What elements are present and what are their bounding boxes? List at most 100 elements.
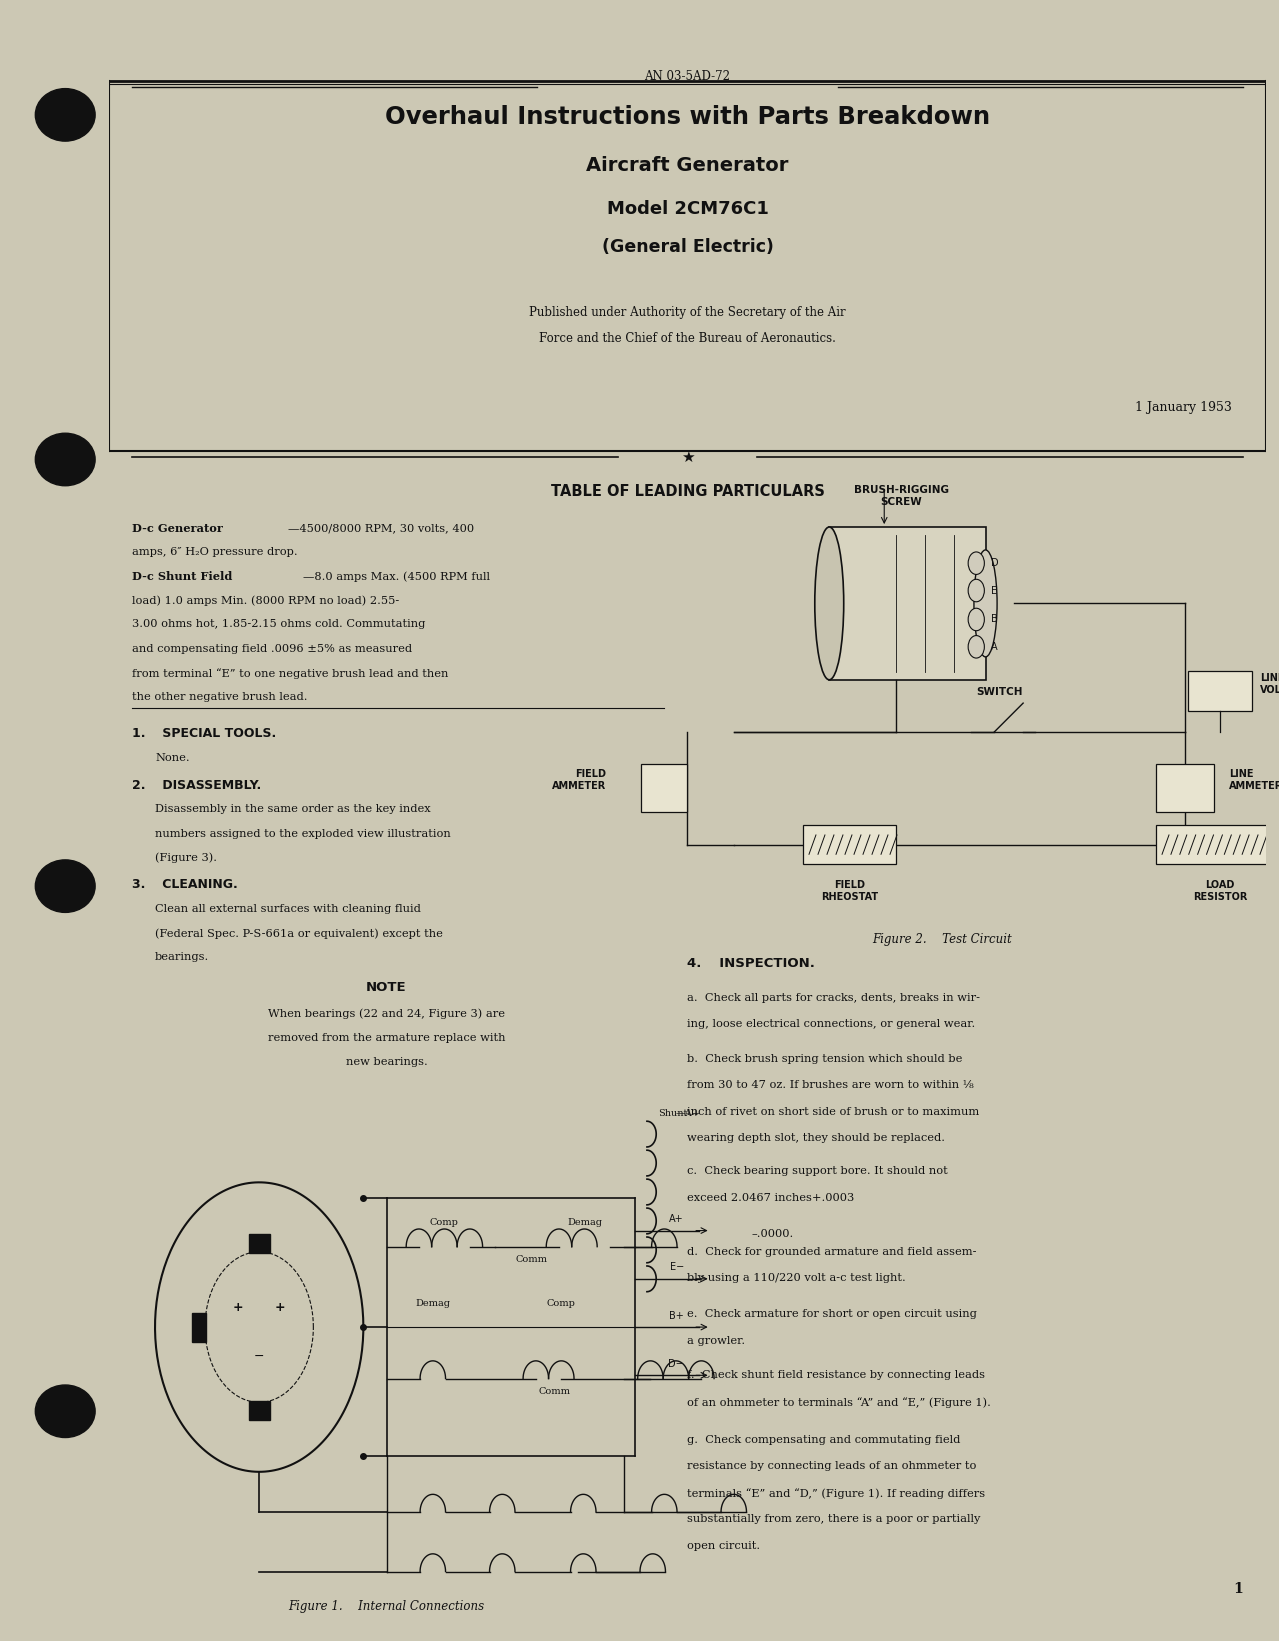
Text: from 30 to 47 oz. If brushes are worn to within ⅛: from 30 to 47 oz. If brushes are worn to… — [688, 1080, 975, 1090]
Text: from terminal “E” to one negative brush lead and then: from terminal “E” to one negative brush … — [132, 668, 448, 678]
Bar — [1187, 671, 1252, 711]
Text: c.  Check bearing support bore. It should not: c. Check bearing support bore. It should… — [688, 1167, 948, 1177]
Text: LOAD
RESISTOR: LOAD RESISTOR — [1193, 880, 1247, 901]
Bar — [641, 765, 688, 812]
Circle shape — [968, 579, 985, 602]
Text: FIELD
RHEOSTAT: FIELD RHEOSTAT — [821, 880, 879, 901]
Text: Published under Authority of the Secretary of the Air: Published under Authority of the Secreta… — [530, 305, 845, 318]
Text: –.0000.: –.0000. — [751, 1229, 793, 1239]
Text: D−: D− — [668, 1359, 684, 1369]
Text: —4500/8000 RPM, 30 volts, 400: —4500/8000 RPM, 30 volts, 400 — [288, 523, 475, 533]
Text: wearing depth slot, they should be replaced.: wearing depth slot, they should be repla… — [688, 1134, 945, 1144]
Text: 3.  CLEANING.: 3. CLEANING. — [132, 878, 238, 891]
FancyBboxPatch shape — [249, 1401, 270, 1419]
Text: Shunt: Shunt — [659, 1109, 688, 1118]
Text: Comm: Comm — [515, 1255, 547, 1264]
Text: Force and the Chief of the Bureau of Aeronautics.: Force and the Chief of the Bureau of Aer… — [538, 331, 836, 345]
Text: BRUSH-RIGGING
SCREW: BRUSH-RIGGING SCREW — [854, 484, 949, 507]
Text: open circuit.: open circuit. — [688, 1541, 761, 1551]
Text: A+: A+ — [669, 1214, 684, 1224]
Ellipse shape — [36, 433, 95, 486]
Text: 3.00 ohms hot, 1.85-2.15 ohms cold. Commutating: 3.00 ohms hot, 1.85-2.15 ohms cold. Comm… — [132, 620, 425, 630]
Text: (Figure 3).: (Figure 3). — [155, 853, 217, 863]
Text: ★: ★ — [680, 450, 694, 464]
Text: resistance by connecting leads of an ohmmeter to: resistance by connecting leads of an ohm… — [688, 1462, 977, 1472]
Text: Comm: Comm — [538, 1387, 570, 1395]
Bar — [1156, 765, 1214, 812]
Bar — [1156, 825, 1279, 863]
Text: AN 03-5AD-72: AN 03-5AD-72 — [645, 71, 730, 84]
Text: Figure 2.  Test Circuit: Figure 2. Test Circuit — [872, 934, 1012, 947]
Text: D-c Generator: D-c Generator — [132, 523, 223, 533]
Text: a.  Check all parts for cracks, dents, breaks in wir-: a. Check all parts for cracks, dents, br… — [688, 993, 981, 1003]
Ellipse shape — [815, 527, 844, 679]
Text: substantially from zero, there is a poor or partially: substantially from zero, there is a poor… — [688, 1515, 981, 1524]
Text: removed from the armature replace with: removed from the armature replace with — [267, 1032, 505, 1042]
Text: Model 2CM76C1: Model 2CM76C1 — [606, 200, 769, 218]
Text: 1: 1 — [1233, 1582, 1243, 1597]
Text: B: B — [991, 614, 998, 625]
Text: exceed 2.0467 inches+.0003: exceed 2.0467 inches+.0003 — [688, 1193, 854, 1203]
Text: inch of rivet on short side of brush or to maximum: inch of rivet on short side of brush or … — [688, 1106, 980, 1118]
Text: d.  Check for grounded armature and field assem-: d. Check for grounded armature and field… — [688, 1247, 977, 1257]
Text: 1.  SPECIAL TOOLS.: 1. SPECIAL TOOLS. — [132, 727, 276, 740]
Text: +: + — [275, 1301, 285, 1314]
Text: a growler.: a growler. — [688, 1336, 746, 1346]
Bar — [803, 825, 895, 863]
Text: ing, loose electrical connections, or general wear.: ing, loose electrical connections, or ge… — [688, 1019, 976, 1029]
Text: new bearings.: new bearings. — [345, 1057, 427, 1067]
Ellipse shape — [36, 1385, 95, 1438]
Text: load) 1.0 amps Min. (8000 RPM no load) 2.55-: load) 1.0 amps Min. (8000 RPM no load) 2… — [132, 596, 399, 606]
Text: Comp: Comp — [430, 1218, 459, 1227]
Text: terminals “E” and “D,” (Figure 1). If reading differs: terminals “E” and “D,” (Figure 1). If re… — [688, 1488, 986, 1498]
Text: 1 January 1953: 1 January 1953 — [1134, 400, 1232, 414]
Text: LINE
VOLTMETER: LINE VOLTMETER — [1260, 673, 1279, 694]
Text: LINE
AMMETER: LINE AMMETER — [1229, 770, 1279, 791]
Ellipse shape — [973, 550, 998, 656]
Text: e.  Check armature for short or open circuit using: e. Check armature for short or open circ… — [688, 1310, 977, 1319]
Bar — [829, 527, 986, 679]
Text: TABLE OF LEADING PARTICULARS: TABLE OF LEADING PARTICULARS — [550, 484, 825, 499]
Text: A: A — [991, 642, 998, 651]
FancyBboxPatch shape — [249, 1234, 270, 1254]
Ellipse shape — [36, 89, 95, 141]
Text: Aircraft Generator: Aircraft Generator — [586, 156, 789, 176]
Circle shape — [968, 609, 985, 630]
Text: E: E — [991, 586, 998, 596]
Text: numbers assigned to the exploded view illustration: numbers assigned to the exploded view il… — [155, 829, 450, 839]
Text: the other negative brush lead.: the other negative brush lead. — [132, 693, 307, 702]
Text: —8.0 amps Max. (4500 RPM full: —8.0 amps Max. (4500 RPM full — [303, 571, 490, 583]
Text: D: D — [991, 558, 999, 568]
Text: Demag: Demag — [567, 1218, 602, 1227]
Text: of an ohmmeter to terminals “A” and “E,” (Figure 1).: of an ohmmeter to terminals “A” and “E,”… — [688, 1396, 991, 1408]
Text: NOTE: NOTE — [366, 981, 407, 994]
Text: bearings.: bearings. — [155, 952, 210, 962]
Text: None.: None. — [155, 753, 189, 763]
Text: When bearings (22 and 24, Figure 3) are: When bearings (22 and 24, Figure 3) are — [269, 1009, 505, 1019]
Text: amps, 6″ H₂O pressure drop.: amps, 6″ H₂O pressure drop. — [132, 546, 298, 556]
Circle shape — [968, 551, 985, 574]
Text: b.  Check brush spring tension which should be: b. Check brush spring tension which shou… — [688, 1054, 963, 1063]
Text: D-c Shunt Field: D-c Shunt Field — [132, 571, 233, 583]
FancyBboxPatch shape — [192, 1313, 206, 1342]
Text: E−: E− — [670, 1262, 684, 1272]
Text: f.  Check shunt field resistance by connecting leads: f. Check shunt field resistance by conne… — [688, 1370, 985, 1380]
Text: (General Electric): (General Electric) — [601, 238, 774, 256]
Text: 4.  INSPECTION.: 4. INSPECTION. — [688, 957, 815, 970]
Text: Clean all external surfaces with cleaning fluid: Clean all external surfaces with cleanin… — [155, 904, 421, 914]
Text: Disassembly in the same order as the key index: Disassembly in the same order as the key… — [155, 804, 431, 814]
Circle shape — [968, 635, 985, 658]
Text: Overhaul Instructions with Parts Breakdown: Overhaul Instructions with Parts Breakdo… — [385, 105, 990, 130]
Text: +: + — [233, 1301, 244, 1314]
Text: Comp: Comp — [547, 1298, 576, 1308]
Text: SWITCH: SWITCH — [977, 686, 1023, 697]
Text: and compensating field .0096 ±5% as measured: and compensating field .0096 ±5% as meas… — [132, 643, 412, 653]
Text: 2.  DISASSEMBLY.: 2. DISASSEMBLY. — [132, 779, 261, 791]
Text: (Federal Spec. P-S-661a or equivalent) except the: (Federal Spec. P-S-661a or equivalent) e… — [155, 929, 443, 939]
Text: bly using a 110/220 volt a-c test light.: bly using a 110/220 volt a-c test light. — [688, 1273, 907, 1283]
Text: Figure 1.  Internal Connections: Figure 1. Internal Connections — [289, 1600, 485, 1613]
Ellipse shape — [36, 860, 95, 912]
Text: B+: B+ — [669, 1311, 684, 1321]
Text: g.  Check compensating and commutating field: g. Check compensating and commutating fi… — [688, 1434, 961, 1444]
Text: FIELD
AMMETER: FIELD AMMETER — [553, 770, 606, 791]
